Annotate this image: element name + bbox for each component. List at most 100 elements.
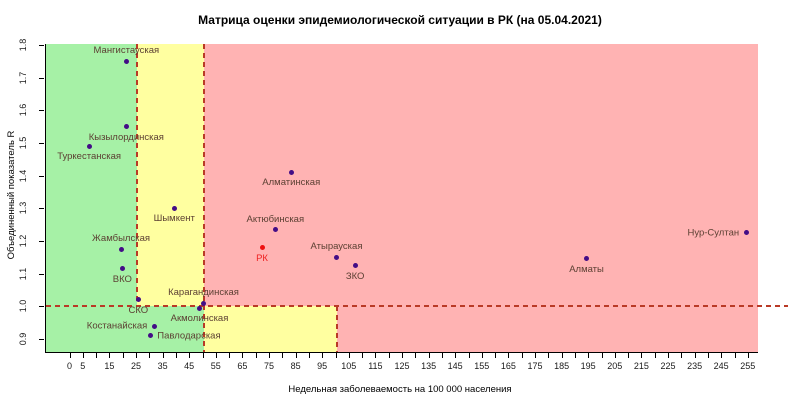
y-tick	[39, 175, 44, 177]
point-label-Шымкент: Шымкент	[153, 213, 195, 225]
x-tick	[82, 353, 84, 358]
x-tick-label: 115	[368, 361, 383, 371]
data-point-РК	[259, 245, 265, 251]
x-tick-label: 225	[660, 361, 676, 371]
risk-zone-zone_red	[203, 44, 758, 307]
x-tick	[455, 353, 457, 358]
x-tick	[588, 353, 590, 358]
data-point-Кызылординская	[123, 124, 129, 130]
x-tick-label: 175	[527, 361, 543, 371]
y-tick-label: 1.8	[18, 38, 28, 52]
y-tick	[39, 273, 44, 275]
x-tick	[175, 353, 177, 358]
data-point-Акмолинская	[197, 305, 202, 311]
x-tick	[215, 353, 217, 358]
data-point-Атырауская	[334, 254, 339, 260]
data-point-Актюбинская	[272, 227, 278, 233]
threshold-line-x-100	[335, 306, 338, 352]
x-tick	[255, 353, 257, 358]
risk-zone-zone_green	[46, 306, 204, 352]
point-label-СКО: СКО	[128, 304, 149, 316]
chart-title: Матрица оценки эпидемиологической ситуац…	[198, 13, 602, 27]
x-tick-label: 25	[130, 361, 142, 371]
x-tick	[628, 353, 630, 358]
x-tick-label: 145	[447, 361, 463, 371]
x-tick	[269, 353, 270, 358]
x-tick	[614, 353, 616, 358]
data-point-Алматы	[584, 256, 590, 262]
x-tick-label: 255	[740, 361, 756, 371]
x-tick	[481, 353, 483, 358]
threshold-line-r-1	[46, 305, 788, 308]
point-label-Жамбылская: Жамбылская	[92, 233, 151, 245]
point-label-Акмолинская: Акмолинская	[170, 313, 229, 325]
x-tick-label: 35	[157, 361, 168, 371]
x-tick-label: 0	[66, 361, 73, 371]
x-tick-label: 215	[633, 361, 649, 371]
point-label-Мангистауская: Мангистауская	[93, 45, 160, 57]
point-label-Карагандинская: Карагандинская	[168, 287, 239, 299]
data-point-ВКО	[119, 266, 125, 272]
data-point-ЗКО	[352, 263, 358, 269]
x-tick	[335, 353, 337, 358]
x-tick	[441, 353, 443, 358]
x-tick	[122, 353, 124, 358]
x-tick	[654, 353, 656, 358]
y-tick	[39, 339, 44, 341]
y-tick-label: 0.9	[18, 332, 28, 346]
x-tick	[348, 353, 350, 358]
risk-zone-zone_red	[336, 306, 758, 352]
x-tick	[535, 353, 536, 358]
x-tick	[362, 353, 364, 358]
data-point-Туркестанская	[86, 143, 92, 149]
x-tick-label: 45	[184, 361, 195, 371]
x-tick	[96, 353, 98, 358]
x-tick	[375, 353, 377, 358]
x-tick-label: 15	[104, 361, 115, 371]
x-tick	[734, 353, 736, 358]
y-tick	[39, 306, 44, 308]
x-tick-label: 75	[263, 361, 275, 371]
x-tick	[388, 353, 390, 358]
risk-zone-zone_green	[46, 44, 137, 307]
data-point-Алматинская	[288, 169, 294, 175]
data-point-Шымкент	[171, 205, 177, 211]
x-tick	[322, 353, 324, 358]
x-tick-label: 195	[580, 361, 596, 371]
x-tick-label: 205	[607, 361, 623, 371]
x-tick-label: 235	[687, 361, 703, 371]
x-tick	[415, 353, 417, 358]
threshold-line-x-50	[202, 44, 205, 352]
x-tick	[149, 353, 151, 358]
x-tick	[428, 353, 430, 358]
point-label-Кызылординская: Кызылординская	[88, 131, 164, 143]
point-label-Алматы: Алматы	[569, 263, 604, 275]
x-tick	[601, 353, 603, 358]
data-point-Костанайская	[151, 323, 157, 329]
y-tick	[39, 142, 44, 144]
x-tick	[308, 353, 310, 358]
point-label-РК: РК	[256, 252, 268, 264]
point-label-ЗКО: ЗКО	[345, 270, 365, 282]
plot-area: Мангистауская Кызылординская Туркестанская…	[45, 44, 788, 353]
x-tick-label: 125	[394, 361, 410, 371]
x-tick-label: 65	[237, 361, 248, 371]
x-tick-label: 135	[421, 361, 437, 371]
point-label-Туркестанская: Туркестанская	[57, 151, 122, 163]
x-tick	[641, 353, 643, 358]
data-point-СКО	[135, 297, 141, 303]
x-tick	[242, 353, 244, 358]
point-label-Актюбинская: Актюбинская	[246, 213, 305, 225]
x-tick	[694, 353, 696, 358]
x-tick	[707, 353, 709, 358]
x-tick	[162, 353, 164, 358]
data-point-Нур-Султан	[743, 230, 749, 236]
data-point-Карагандинская	[201, 300, 206, 306]
x-tick-label: 155	[474, 361, 490, 371]
point-label-Атырауская: Атырауская	[310, 241, 363, 253]
x-axis-title: Недельная заболеваемость на 100 000 насе…	[288, 384, 512, 395]
x-tick	[202, 353, 204, 358]
x-tick-label: 185	[554, 361, 570, 371]
x-tick	[561, 353, 563, 358]
